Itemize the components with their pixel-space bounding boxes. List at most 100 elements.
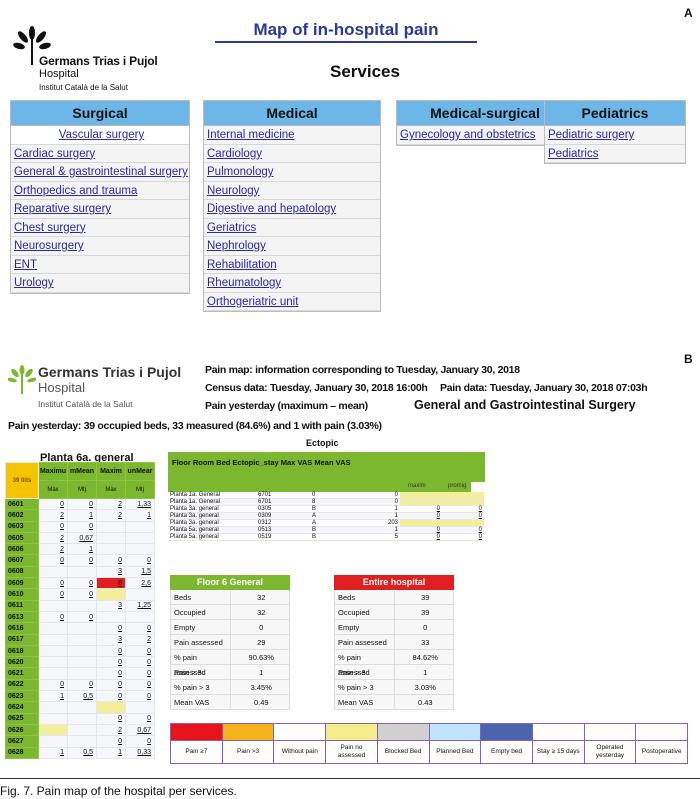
pain-value-cell[interactable]: 0: [38, 678, 68, 692]
pain-value-cell[interactable]: 0: [125, 690, 155, 703]
pain-not-assessed-cell[interactable]: [96, 701, 126, 714]
service-link[interactable]: Rheumatology: [204, 274, 380, 293]
pain-value-cell[interactable]: 1: [67, 509, 97, 522]
ectopic-cell[interactable]: 0: [442, 526, 484, 534]
pain-not-assessed-cell[interactable]: [400, 492, 442, 499]
pain-value-cell[interactable]: 3: [96, 599, 126, 612]
pain-value-cell[interactable]: 2: [96, 723, 126, 737]
pain-value-cell[interactable]: 0: [38, 588, 68, 601]
pain-value-cell[interactable]: 0: [96, 622, 126, 635]
service-link[interactable]: Geriatrics: [204, 218, 380, 237]
ectopic-cell[interactable]: 0: [442, 505, 484, 513]
ectopic-cell[interactable]: 0: [400, 505, 442, 513]
pain-value-cell[interactable]: 0: [96, 712, 126, 725]
pain-value-cell[interactable]: 0: [38, 610, 68, 624]
pain-value-cell[interactable]: 0: [67, 554, 97, 567]
pain-value-cell[interactable]: 1,33: [125, 497, 155, 511]
pain-value-cell[interactable]: 2: [38, 543, 68, 556]
service-link[interactable]: Gynecology and obstetrics: [397, 126, 573, 145]
ectopic-cell[interactable]: 0: [400, 533, 442, 541]
service-link[interactable]: Vascular surgery: [11, 126, 189, 145]
pain-value-cell: [38, 667, 68, 680]
ectopic-cell[interactable]: 0: [442, 512, 484, 520]
service-link[interactable]: Internal medicine: [204, 126, 380, 145]
pain-value-cell[interactable]: 0: [96, 690, 126, 703]
pain-value-cell[interactable]: 1: [125, 509, 155, 522]
pain-value-cell[interactable]: 0: [67, 497, 97, 511]
pain-value-cell[interactable]: 0: [125, 712, 155, 725]
pain-value-cell[interactable]: 1: [38, 746, 68, 759]
pain-not-assessed-cell[interactable]: [38, 723, 68, 737]
pain-value-cell[interactable]: 0,33: [125, 746, 155, 759]
pain-value-cell[interactable]: 0: [67, 588, 97, 601]
pain-value-cell[interactable]: 0: [96, 735, 126, 748]
pain-value-cell[interactable]: 2: [38, 531, 68, 545]
pain-not-assessed-cell[interactable]: [442, 492, 484, 499]
service-link[interactable]: Pediatrics: [545, 144, 685, 163]
pain-value-cell[interactable]: 0: [96, 678, 126, 692]
service-link[interactable]: Chest surgery: [11, 218, 189, 237]
pain-not-assessed-cell[interactable]: [442, 519, 484, 527]
service-link[interactable]: Neurology: [204, 181, 380, 200]
pain-value-cell[interactable]: 0: [38, 554, 68, 567]
pain-value-cell[interactable]: 3: [96, 565, 126, 579]
pain-value-cell[interactable]: 2: [38, 509, 68, 522]
pain-value-cell[interactable]: 2: [96, 509, 126, 522]
pain-value-cell[interactable]: 0,67: [125, 723, 155, 737]
pain-value-cell[interactable]: 0: [67, 577, 97, 590]
pain-value-cell[interactable]: 0: [125, 644, 155, 658]
service-link[interactable]: Orthogeriatric unit: [204, 292, 380, 311]
service-link[interactable]: Pediatric surgery: [545, 126, 685, 145]
pain-value-cell[interactable]: 0: [125, 678, 155, 692]
pain-value-cell[interactable]: 1: [96, 746, 126, 759]
pain-value-cell[interactable]: 3: [96, 633, 126, 646]
service-link[interactable]: Reparative surgery: [11, 200, 189, 219]
pain-value-cell[interactable]: 8: [96, 577, 126, 590]
ectopic-cell[interactable]: 0: [400, 512, 442, 520]
service-link[interactable]: Orthopedics and trauma: [11, 181, 189, 200]
pain-value-cell[interactable]: 0: [38, 497, 68, 511]
pain-value-cell[interactable]: 2: [96, 497, 126, 511]
pain-value-cell[interactable]: 0,5: [67, 690, 97, 703]
pain-value-cell[interactable]: 2: [125, 633, 155, 646]
pain-value-cell[interactable]: 0: [125, 622, 155, 635]
pain-value-cell[interactable]: 0: [96, 644, 126, 658]
pain-value-cell[interactable]: 0: [96, 656, 126, 669]
pain-value-cell[interactable]: 1: [67, 543, 97, 556]
pain-value-cell[interactable]: 0: [67, 678, 97, 692]
service-link[interactable]: Digestive and hepatology: [204, 200, 380, 219]
pain-not-assessed-cell[interactable]: [96, 588, 126, 601]
pain-value-cell[interactable]: 2,6: [125, 577, 155, 590]
pain-value-cell[interactable]: 0: [125, 735, 155, 748]
service-link[interactable]: Neurosurgery: [11, 237, 189, 256]
pain-value-cell[interactable]: 0: [125, 656, 155, 669]
pain-value-cell[interactable]: 0: [96, 667, 126, 680]
service-link[interactable]: Rehabilitation: [204, 255, 380, 274]
pain-value-cell[interactable]: 0: [125, 554, 155, 567]
pain-value-cell[interactable]: 0: [67, 610, 97, 624]
service-link[interactable]: Nephrology: [204, 237, 380, 256]
ectopic-cell[interactable]: 0: [400, 526, 442, 534]
ectopic-cell[interactable]: 0: [442, 533, 484, 541]
service-link[interactable]: ENT: [11, 255, 189, 274]
pain-value-cell[interactable]: 0,5: [67, 746, 97, 759]
pain-value-cell[interactable]: 1,25: [125, 599, 155, 612]
service-link[interactable]: Cardiac surgery: [11, 144, 189, 163]
pain-value-cell[interactable]: 0,67: [67, 531, 97, 545]
services-heading: Services: [330, 62, 400, 81]
pain-value-cell[interactable]: 1,5: [125, 565, 155, 579]
pain-value-cell[interactable]: 1: [38, 690, 68, 703]
service-link[interactable]: Cardiology: [204, 144, 380, 163]
pain-not-assessed-cell[interactable]: [400, 498, 442, 506]
pain-value-cell[interactable]: 0: [38, 520, 68, 533]
service-link[interactable]: Urology: [11, 274, 189, 293]
beds-count-cell: 39 llits: [5, 462, 39, 499]
pain-value-cell[interactable]: 0: [67, 520, 97, 533]
service-link[interactable]: Pulmonology: [204, 163, 380, 182]
pain-value-cell[interactable]: 0: [38, 577, 68, 590]
pain-not-assessed-cell[interactable]: [442, 498, 484, 506]
pain-value-cell[interactable]: 0: [96, 554, 126, 567]
service-link[interactable]: General & gastrointestinal surgery: [11, 163, 189, 182]
pain-value-cell[interactable]: 0: [125, 667, 155, 680]
pain-not-assessed-cell[interactable]: [400, 519, 442, 527]
